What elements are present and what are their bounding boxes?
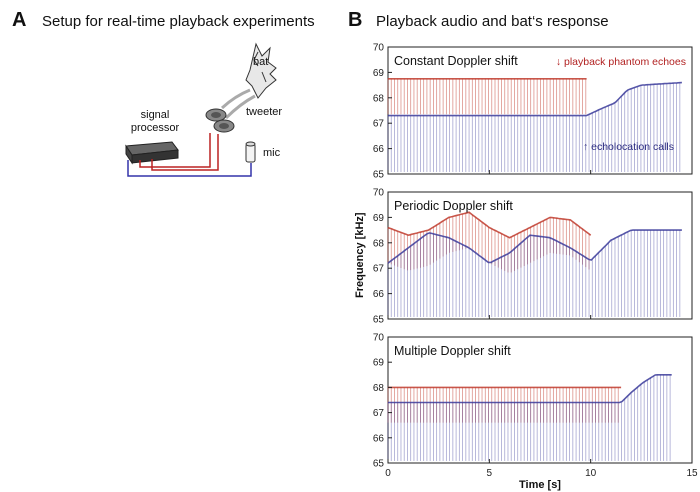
- series-contour-echolocation-calls: [388, 374, 672, 404]
- panel-a-letter: A: [12, 9, 27, 31]
- signal-processor-label: signal processor: [125, 109, 185, 135]
- x-tick-label: 15: [686, 468, 698, 479]
- y-tick-label: 65: [373, 170, 385, 181]
- y-tick-label: 66: [373, 144, 385, 155]
- panel-a-title: Setup for real-time playback experiments: [42, 13, 315, 30]
- signal-processor-illustration: [125, 141, 179, 165]
- annotation-echolocation-calls: ↑ echolocation calls: [583, 141, 674, 153]
- series-contour-echolocation-calls: [388, 81, 682, 117]
- y-tick-label: 65: [373, 459, 385, 470]
- x-tick-label: 0: [385, 468, 391, 479]
- series-contour-phantom-echoes: [387, 211, 592, 239]
- plot-frame: [387, 46, 693, 175]
- annotation-phantom-echoes: ↓ playback phantom echoes: [556, 56, 686, 68]
- y-tick-label: 66: [373, 433, 385, 444]
- x-axis-label: Time [s]: [519, 479, 561, 491]
- y-tick-label: 69: [373, 68, 385, 79]
- mic-illustration: [245, 141, 256, 163]
- y-tick-label: 70: [373, 333, 385, 344]
- plot-frame: [387, 191, 693, 320]
- y-tick-label: 69: [373, 213, 385, 224]
- panel-b-letter: B: [348, 9, 363, 31]
- signal-processor-label-line2: processor: [130, 122, 180, 134]
- panel-title: Multiple Doppler shift: [394, 344, 511, 358]
- bat-label: bat: [253, 56, 269, 68]
- y-tick-label: 67: [373, 408, 385, 419]
- plot-frame: [387, 336, 693, 464]
- y-tick-label: 65: [373, 315, 385, 326]
- x-tick-label: 5: [487, 468, 493, 479]
- y-tick-label: 68: [373, 93, 385, 104]
- mic-label: mic: [263, 147, 281, 159]
- y-tick-label: 68: [373, 238, 385, 249]
- series-contour-echolocation-calls: [387, 229, 682, 264]
- tweeter-label: tweeter: [246, 106, 283, 118]
- y-tick-label: 69: [373, 358, 385, 369]
- y-tick-label: 66: [373, 289, 385, 300]
- panel-b-title: Playback audio and bat‘s response: [376, 13, 609, 30]
- x-tick-label: 10: [585, 468, 597, 479]
- y-tick-label: 70: [373, 43, 385, 54]
- signal-processor-label-line1: signal: [140, 109, 170, 121]
- y-tick-label: 68: [373, 383, 385, 394]
- y-tick-label: 70: [373, 188, 385, 199]
- y-tick-label: 67: [373, 119, 385, 130]
- y-tick-label: 67: [373, 264, 385, 275]
- tweeter-illustration: [205, 108, 235, 133]
- panel-title: Periodic Doppler shift: [394, 199, 513, 213]
- panel-title: Constant Doppler shift: [394, 54, 518, 68]
- bat-illustration: [245, 42, 277, 99]
